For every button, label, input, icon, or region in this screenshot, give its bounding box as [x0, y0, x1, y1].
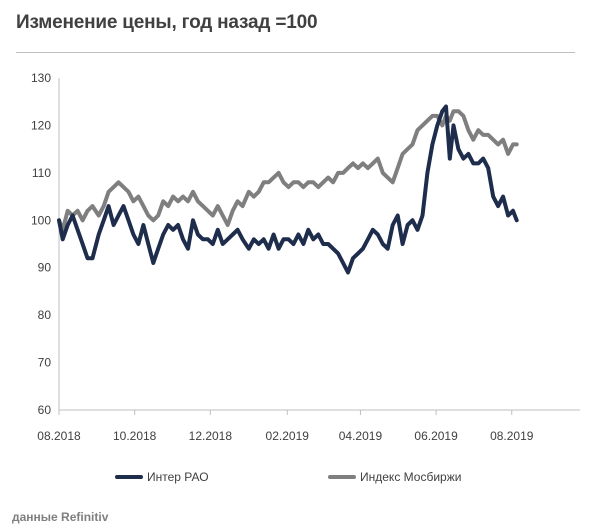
- x-tick-label: 06.2019: [414, 429, 458, 443]
- legend: Интер РАО Индекс Мосбиржи: [115, 470, 461, 484]
- y-tick-label: 110: [32, 166, 51, 180]
- x-tick-label: 04.2019: [339, 429, 383, 443]
- x-tick-label: 08.2018: [37, 429, 81, 443]
- x-tick-label: 12.2018: [189, 429, 233, 443]
- legend-label-0: Интер РАО: [147, 470, 209, 484]
- y-axis-labels: 60 70 80 90 100 110 120 130: [31, 71, 51, 417]
- x-tick-label: 10.2018: [113, 429, 157, 443]
- title-divider: [16, 52, 575, 53]
- y-tick-label: 90: [38, 261, 52, 275]
- x-tick-label: 08.2019: [490, 429, 534, 443]
- legend-label-1: Индекс Мосбиржи: [360, 470, 461, 484]
- y-tick-label: 120: [31, 118, 51, 132]
- x-axis-labels: 08.2018 10.2018 12.2018 02.2019 04.2019 06.20…: [37, 429, 533, 443]
- series-line-0: [57, 104, 519, 275]
- line-chart: 60 70 80 90 100 110 120 130 08.2018 10.2018 12.20…: [31, 71, 580, 484]
- y-tick-label: 100: [31, 213, 51, 227]
- y-tick-label: 60: [38, 403, 52, 417]
- y-tick-label: 80: [38, 308, 52, 322]
- x-tick-label: 02.2019: [266, 429, 310, 443]
- x-axis-ticks: [58, 410, 513, 415]
- y-tick-label: 70: [38, 356, 52, 370]
- y-tick-label: 130: [31, 71, 51, 85]
- source-note: данные Refinitiv: [12, 510, 109, 524]
- series-line-1: [57, 109, 519, 232]
- series-lines: [57, 104, 519, 275]
- chart-title: Изменение цены, год назад =100: [16, 12, 318, 33]
